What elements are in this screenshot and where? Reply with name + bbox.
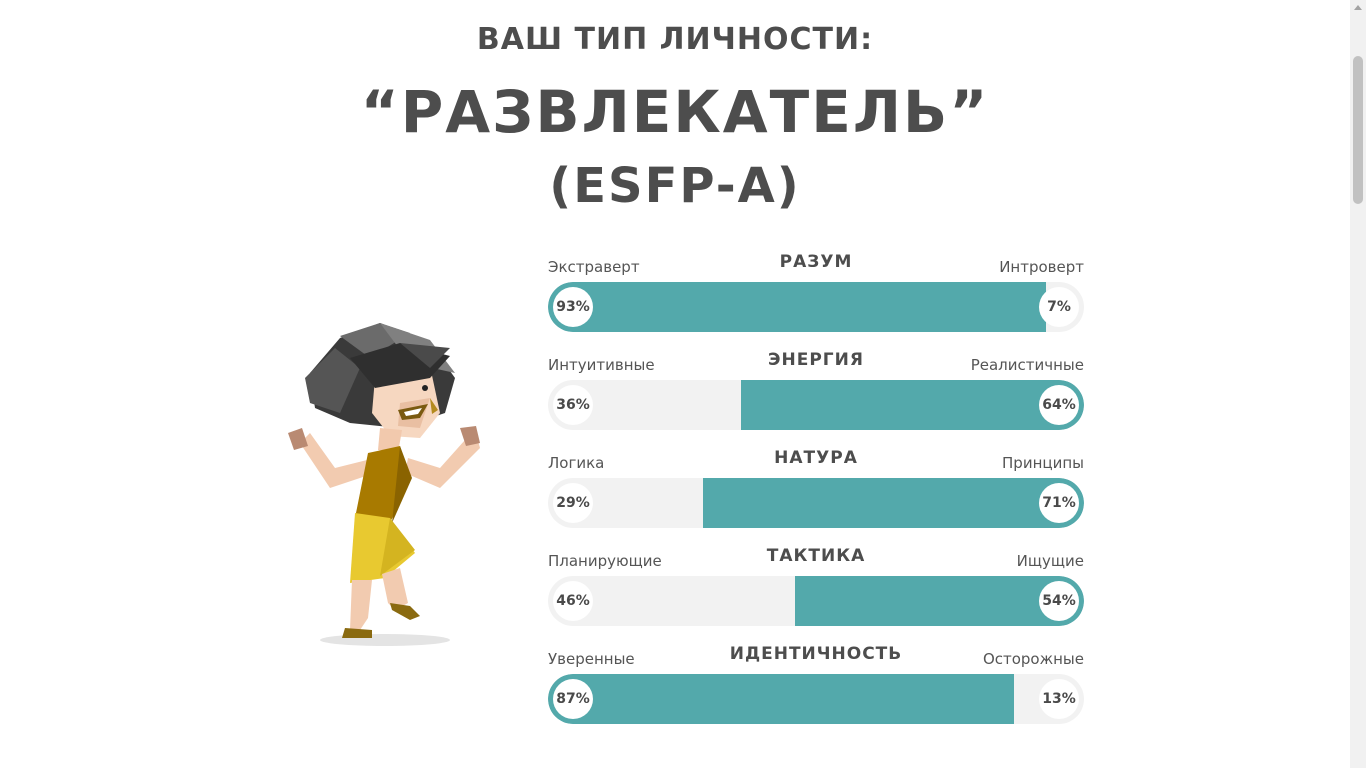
trait-bar-fill [703,478,1084,528]
trait-nature: Логика НАТУРА Принципы 29% 71% [548,448,1084,538]
personality-type-name: “РАЗВЛЕКАТЕЛЬ” [360,78,990,146]
trait-right-percent: 71% [1039,483,1079,523]
vertical-scrollbar[interactable] [1350,0,1366,768]
trait-bar-fill [795,576,1084,626]
trait-right-percent: 7% [1039,287,1079,327]
trait-energy: Интуитивные ЭНЕРГИЯ Реалистичные 36% 64% [548,350,1084,440]
trait-right-label: Реалистичные [970,356,1084,374]
trait-bar [548,674,1084,724]
trait-title: РАЗУМ [779,252,853,272]
trait-left-label: Планирующие [548,552,662,570]
trait-mind: Экстраверт РАЗУМ Интроверт 93% 7% [548,252,1084,342]
trait-bar [548,576,1084,626]
trait-right-label: Интроверт [999,258,1084,276]
trait-left-percent: 93% [553,287,593,327]
trait-title: ТАКТИКА [766,546,866,566]
trait-identity: Уверенные ИДЕНТИЧНОСТЬ Осторожные 87% 13… [548,644,1084,734]
trait-left-label: Уверенные [548,650,635,668]
trait-bar-fill [548,282,1046,332]
trait-left-percent: 87% [553,679,593,719]
trait-right-percent: 54% [1039,581,1079,621]
trait-left-percent: 36% [553,385,593,425]
trait-tactics: Планирующие ТАКТИКА Ищущие 46% 54% [548,546,1084,636]
trait-title: НАТУРА [774,448,858,468]
trait-right-percent: 64% [1039,385,1079,425]
trait-left-label: Экстраверт [548,258,640,276]
trait-title: ИДЕНТИЧНОСТЬ [729,644,903,664]
trait-right-label: Осторожные [982,650,1084,668]
trait-bar [548,478,1084,528]
personality-type-code: (ESFP-A) [549,158,801,214]
trait-bar [548,380,1084,430]
trait-right-label: Ищущие [1016,552,1084,570]
scroll-up-arrow-icon[interactable] [1350,0,1366,16]
trait-bar-fill [548,674,1014,724]
trait-title: ЭНЕРГИЯ [768,350,864,370]
trait-left-label: Интуитивные [548,356,655,374]
scrollbar-thumb[interactable] [1353,56,1363,204]
trait-bar [548,282,1084,332]
trait-left-label: Логика [548,454,605,472]
page-subtitle: ВАШ ТИП ЛИЧНОСТИ: [476,22,874,57]
trait-left-percent: 46% [553,581,593,621]
entertainer-character-illustration [288,323,480,646]
trait-right-percent: 13% [1039,679,1079,719]
trait-right-label: Принципы [1002,454,1084,472]
trait-bar-fill [741,380,1084,430]
trait-left-percent: 29% [553,483,593,523]
